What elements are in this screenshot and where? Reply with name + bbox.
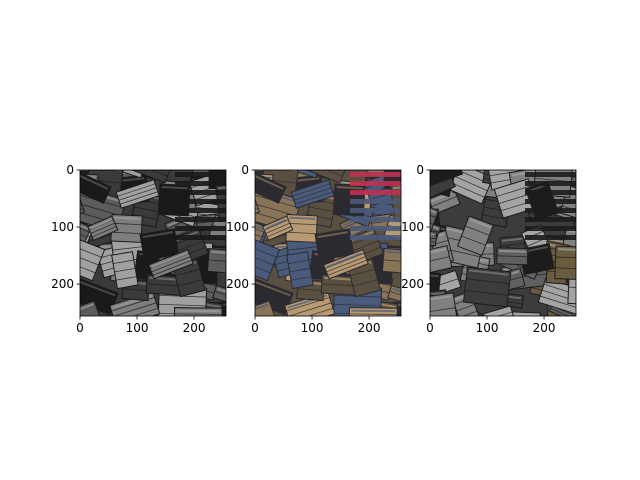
image-panel-2: 0 100 200 0 100 200: [226, 163, 402, 335]
y-tick-label: 200: [226, 277, 249, 291]
x-tick-label: 200: [183, 321, 206, 335]
image-panel-3: 0 100 200 0 100 200: [401, 163, 577, 335]
x-tick-label: 100: [301, 321, 324, 335]
x-tick-label: 100: [126, 321, 149, 335]
y-tick-label: 100: [51, 220, 74, 234]
y-tick-label: 0: [241, 163, 249, 177]
x-tick-label: 0: [426, 321, 434, 335]
axes-frame: [254, 169, 402, 317]
y-tick-label: 200: [51, 277, 74, 291]
x-tick-label: 200: [533, 321, 556, 335]
axes-frame: [429, 169, 577, 317]
x-tick-label: 0: [76, 321, 84, 335]
x-tick-label: 0: [251, 321, 259, 335]
image-panel-1: 0 100 200 0 100 200: [51, 163, 227, 335]
x-tick-label: 100: [476, 321, 499, 335]
y-tick-label: 0: [416, 163, 424, 177]
image-content: [430, 170, 576, 316]
image-content: [255, 170, 401, 316]
y-tick-label: 100: [226, 220, 249, 234]
image-content: [80, 170, 226, 316]
x-tick-label: 200: [358, 321, 381, 335]
y-tick-label: 200: [401, 277, 424, 291]
y-tick-label: 100: [401, 220, 424, 234]
y-tick-label: 0: [66, 163, 74, 177]
axes-frame: [79, 169, 227, 317]
